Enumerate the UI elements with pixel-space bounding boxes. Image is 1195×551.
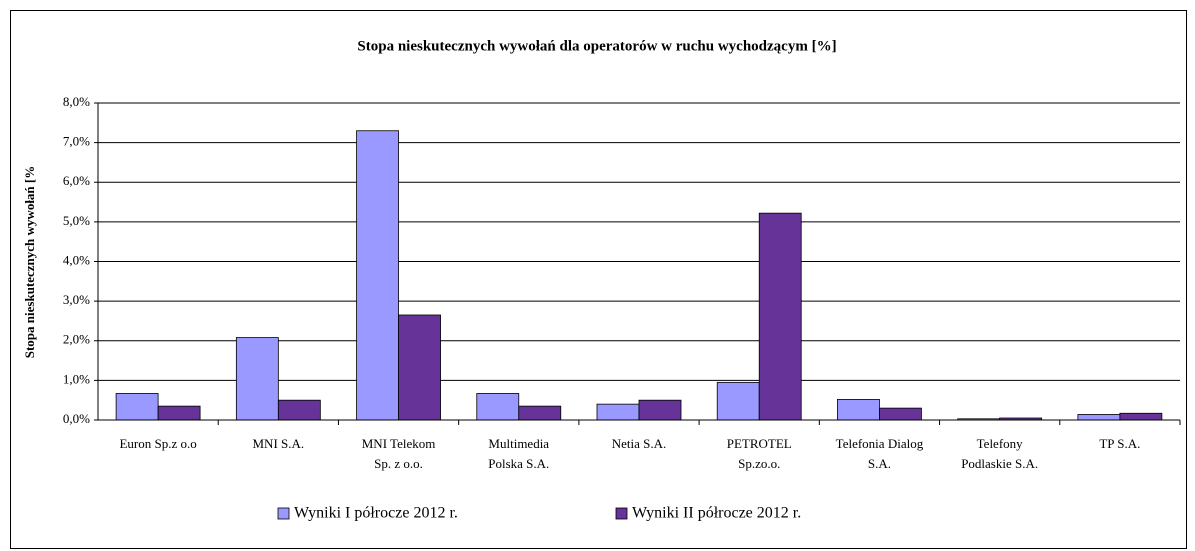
y-tick-label: 5,0% bbox=[63, 213, 90, 228]
bar bbox=[638, 399, 682, 421]
bar bbox=[1119, 412, 1163, 421]
x-tick-label-box: Euron Sp.z o.o bbox=[119, 436, 197, 451]
x-tick-label: PETROTEL Sp.zo.o. bbox=[726, 436, 792, 471]
y-tick-label: 3,0% bbox=[63, 292, 90, 307]
chart-border bbox=[10, 10, 1187, 549]
y-tick-label: 1,0% bbox=[63, 371, 90, 386]
bar bbox=[398, 314, 441, 421]
x-tick-label-box: Telefony Podlaskie S.A. bbox=[961, 436, 1039, 471]
legend-label: Wyniki I półrocze 2012 r. bbox=[294, 505, 458, 522]
x-tick-label: Multimedia Polska S.A. bbox=[488, 436, 550, 471]
bar bbox=[716, 381, 760, 421]
y-tick-label: 8,0% bbox=[63, 94, 90, 109]
y-axis-label: Stopa nieskutecznych wywołań [% bbox=[22, 166, 37, 359]
x-tick-label: TP S.A. bbox=[1099, 436, 1141, 451]
bar bbox=[837, 398, 880, 421]
legend-label: Wyniki II półrocze 2012 r. bbox=[632, 505, 801, 522]
x-tick-label-box: MNI S.A. bbox=[252, 436, 305, 451]
x-tick-label: Netia S.A. bbox=[611, 436, 667, 451]
x-tick-label-box: MNI Telekom Sp. z o.o. bbox=[361, 436, 436, 471]
bar bbox=[356, 130, 399, 421]
x-tick-label-box: TP S.A. bbox=[1099, 436, 1141, 451]
bar bbox=[115, 393, 159, 421]
bar bbox=[596, 403, 640, 421]
y-tick-label: 0,0% bbox=[63, 411, 90, 426]
bar bbox=[277, 399, 321, 421]
x-tick-label: Euron Sp.z o.o bbox=[119, 436, 197, 451]
x-tick-label-box: Netia S.A. bbox=[611, 436, 667, 451]
y-tick-label: 7,0% bbox=[63, 134, 90, 149]
y-tick-label: 2,0% bbox=[63, 332, 90, 347]
x-tick-label: Telefony Podlaskie S.A. bbox=[961, 436, 1039, 471]
bar bbox=[235, 337, 279, 421]
legend-swatch bbox=[277, 507, 290, 520]
x-tick-label: MNI Telekom Sp. z o.o. bbox=[361, 436, 436, 471]
bar bbox=[758, 212, 802, 421]
legend-swatch bbox=[615, 507, 628, 520]
x-tick-label-box: Multimedia Polska S.A. bbox=[488, 436, 550, 471]
bar bbox=[879, 407, 922, 421]
bar bbox=[157, 405, 201, 421]
y-tick-label: 6,0% bbox=[63, 173, 90, 188]
chart-title: Stopa nieskutecznych wywołań dla operato… bbox=[357, 38, 836, 54]
x-tick-label-box: Telefonia Dialog S.A. bbox=[835, 436, 924, 471]
x-tick-label: MNI S.A. bbox=[252, 436, 305, 451]
bar bbox=[476, 393, 520, 421]
y-tick-label: 4,0% bbox=[63, 252, 90, 267]
x-tick-label-box: PETROTEL Sp.zo.o. bbox=[726, 436, 792, 471]
x-tick-label: Telefonia Dialog S.A. bbox=[835, 436, 924, 471]
bar bbox=[1077, 414, 1121, 421]
bar bbox=[518, 405, 562, 421]
